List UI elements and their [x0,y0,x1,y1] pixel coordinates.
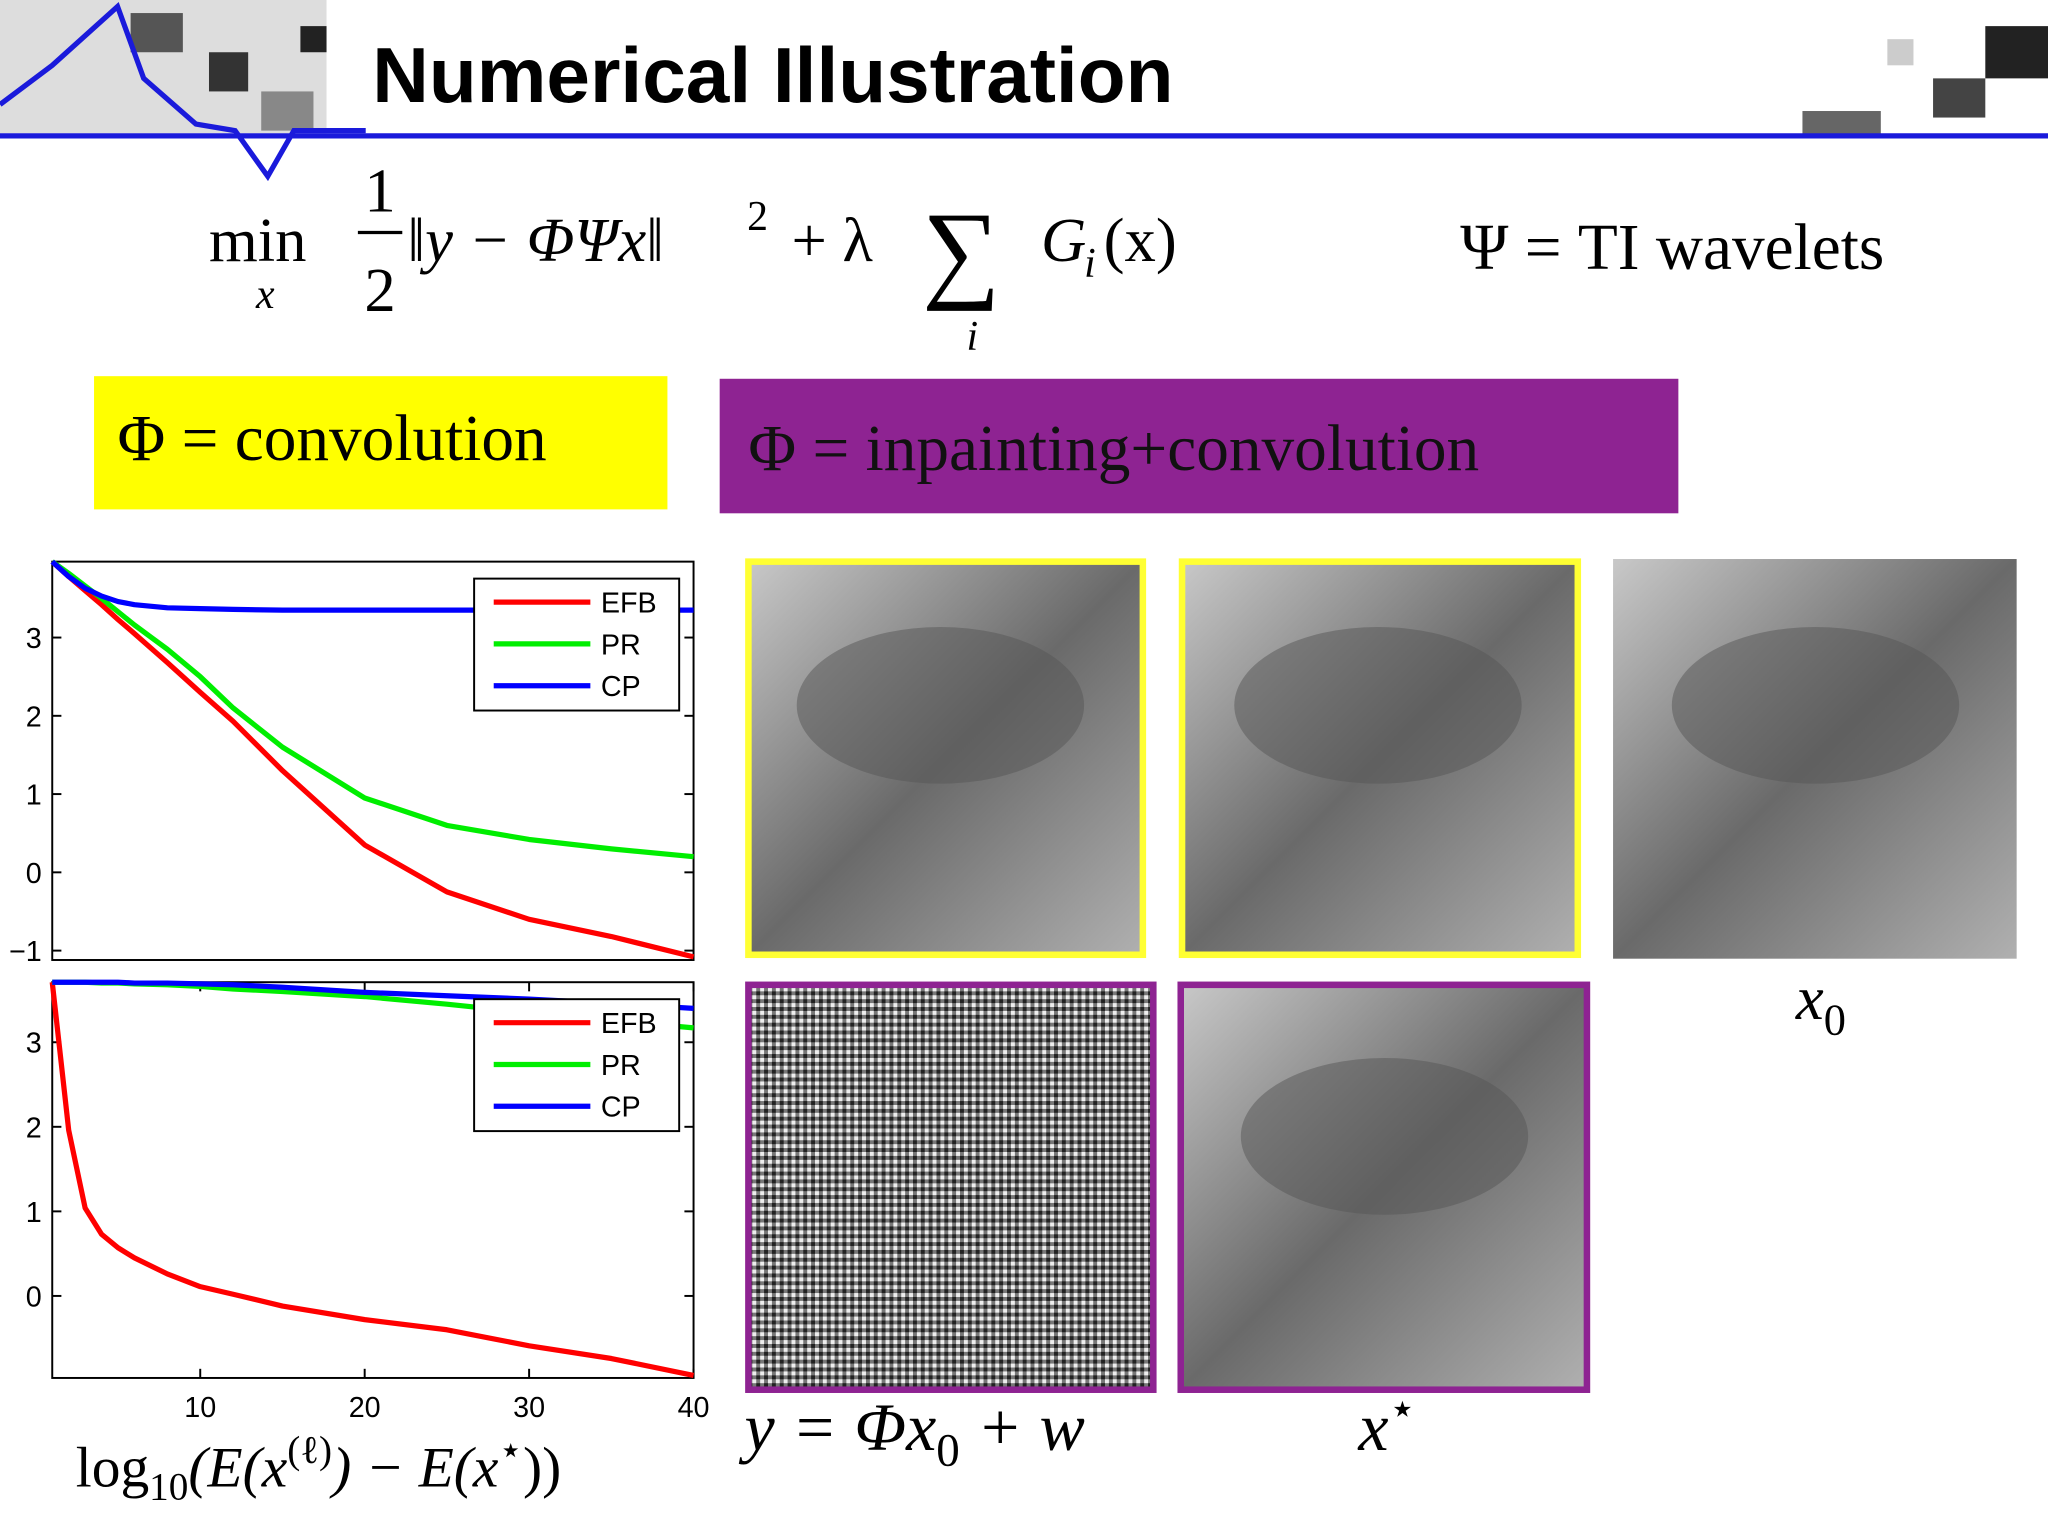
series-line [52,979,694,1012]
formula-min: min [209,205,307,275]
chart: 0 1 2 3 10 20 30 40 EFB PR CP [26,979,710,1424]
xlabel-part: ) − E(x [329,1436,499,1499]
y-tick-label: 2 [26,1112,42,1144]
legend-label: CP [601,1092,641,1124]
chart: −1 0 1 2 3 EFB PR CP [9,559,695,968]
y-tick-label: 3 [26,623,42,655]
formula-num: 1 [364,156,395,226]
caption-x0-sub: 0 [1824,994,1846,1044]
caption-xstar-main: x [1357,1389,1388,1465]
caption-x0-main: x [1795,963,1824,1033]
objective: min x 1 2 ‖y − ΦΨx‖ 2 + λ ∑ i G i (x) [209,156,1177,360]
caption-y: y = Φx0 + w [738,1389,1084,1477]
formula-norm: ‖y − ΦΨx‖ [408,205,664,275]
formula-plus: + λ [792,205,874,275]
caption-xstar-sup: ⋆ [1389,1384,1417,1434]
legend-label: PR [601,629,641,661]
caption-y-a: y = Φx [738,1389,936,1465]
legend-label: EFB [601,588,657,620]
formula-sum-sub: i [967,314,979,360]
formula-g-sub: i [1084,241,1096,287]
x-axis-label: log10(E(x(ℓ)) − E(x⋆)) [76,1429,561,1509]
xlabel-part: (ℓ) [287,1429,332,1472]
x-tick-label: 30 [513,1392,545,1424]
legend-label: PR [601,1050,641,1082]
header-decoration [0,0,2048,182]
y-tick-label: −1 [9,936,42,968]
formula-power: 2 [747,194,768,240]
basis: Ψ = TI wavelets [1460,212,1884,284]
conv-label: Φ = convolution [118,403,547,475]
y-tick-label: 0 [26,1281,42,1313]
x-tick-label: 40 [678,1392,710,1424]
y-tick-label: 1 [26,780,42,812]
conv-box [94,376,668,510]
images [745,558,2017,1393]
x-tick-label: 20 [349,1392,381,1424]
image-observed [745,981,1157,1393]
formula-den: 2 [364,255,395,325]
xlabel-part: (E(x [188,1436,287,1499]
caption-x0: x0 [1795,963,1846,1045]
xlabel-part: log [76,1436,149,1499]
series-line [50,559,695,960]
xlabel-part: 10 [149,1465,188,1508]
formula-min-sub: x [255,272,275,318]
inpaint-box [719,378,1679,514]
formula-sum: ∑ [922,189,1000,311]
y-tick-label: 3 [26,1028,42,1060]
caption-y-b: + w [960,1389,1085,1465]
caption-xstar: x⋆ [1357,1384,1416,1465]
xlabel-part: )) [523,1436,561,1499]
inpaint-label: Φ = inpainting+convolution [748,413,1479,485]
series-line [49,981,695,1378]
x-tick-label: 10 [184,1392,216,1424]
slide-title: Numerical Illustration [372,31,1173,119]
formula-g: G [1041,205,1086,275]
caption-y-sub: 0 [936,1424,960,1476]
y-tick-label: 1 [26,1197,42,1229]
y-tick-label: 0 [26,858,42,890]
legend-label: EFB [601,1008,657,1040]
xlabel-part: ⋆ [498,1429,523,1472]
formula-arg: (x) [1104,205,1177,275]
legend-label: CP [601,671,641,703]
y-tick-label: 2 [26,701,42,733]
